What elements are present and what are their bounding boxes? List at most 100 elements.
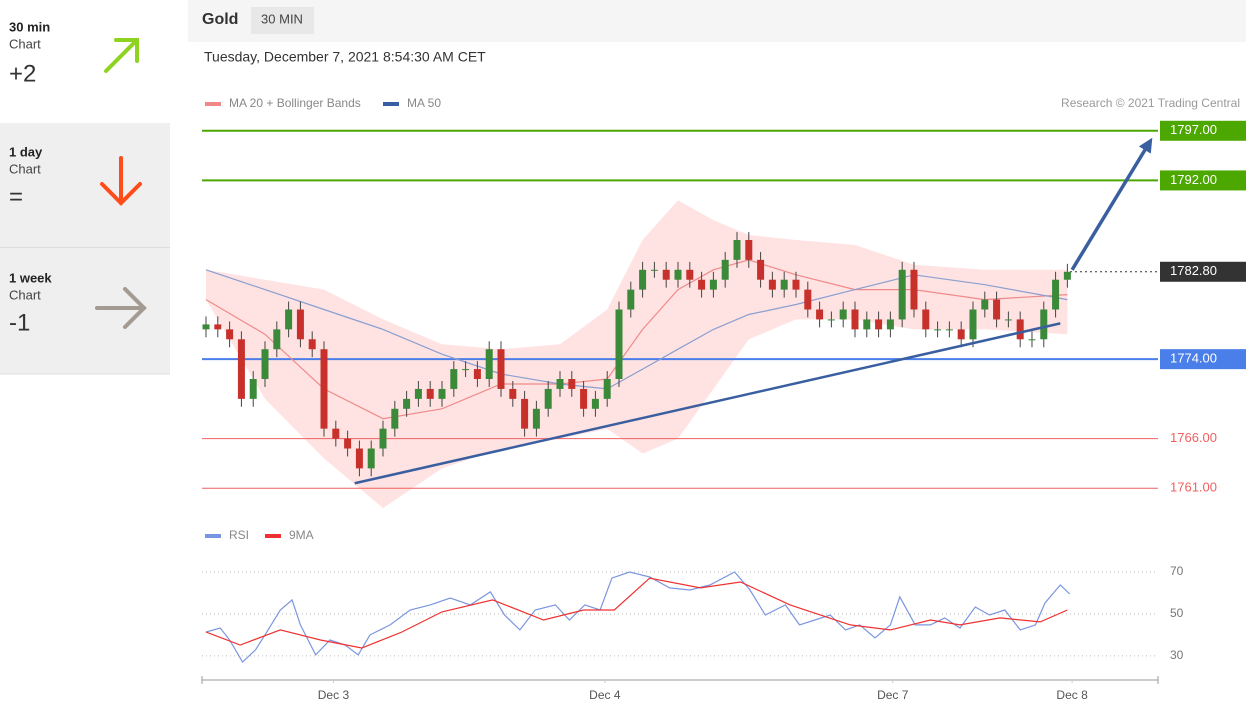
candle-body xyxy=(827,319,835,321)
level-label: 1766.00 xyxy=(1170,430,1217,445)
y-tick-label: 70 xyxy=(1170,564,1184,578)
candle-body xyxy=(509,388,517,399)
level-label: 1774.00 xyxy=(1170,351,1217,366)
period: 30 min xyxy=(9,19,50,34)
x-tick-label: Dec 8 xyxy=(1056,688,1088,702)
arrow-down-icon xyxy=(100,156,142,206)
interval: 30 MIN xyxy=(261,11,303,26)
legend-label: RSI xyxy=(229,528,249,542)
candle-body xyxy=(686,269,694,280)
candle-body xyxy=(355,448,363,469)
subtitle: Tuesday, December 7, 2021 8:54:30 AM CET xyxy=(204,49,486,65)
candle-body xyxy=(969,309,977,340)
interval-badge xyxy=(251,7,314,34)
candle-body xyxy=(426,388,434,399)
card-label: Chart xyxy=(9,36,41,51)
trendline xyxy=(354,322,1061,485)
level-label: 1761.00 xyxy=(1170,480,1217,495)
candle-body xyxy=(674,269,682,280)
level-box xyxy=(1160,120,1246,141)
candle-body xyxy=(285,309,293,330)
card-label: Chart xyxy=(9,287,41,302)
candle-body xyxy=(804,289,812,310)
candle-body xyxy=(580,388,588,409)
candle-body xyxy=(379,428,387,449)
candle-body xyxy=(591,398,599,409)
candle-body xyxy=(639,269,647,290)
level-label: 1797.00 xyxy=(1170,122,1217,137)
y-tick-label: 30 xyxy=(1170,648,1184,662)
candle-body xyxy=(202,324,210,330)
candle-body xyxy=(1063,271,1071,280)
candle-body xyxy=(768,279,776,290)
candle-body xyxy=(544,388,552,409)
candle-body xyxy=(839,309,847,320)
candle-body xyxy=(698,279,706,290)
level-box xyxy=(1160,261,1246,282)
candle-body xyxy=(214,324,222,330)
candle-body xyxy=(556,379,564,389)
candle-body xyxy=(1052,279,1060,310)
legend-swatch xyxy=(205,102,221,106)
candle-body xyxy=(403,398,411,409)
card[interactable] xyxy=(0,0,170,122)
period: 1 week xyxy=(9,270,52,285)
bollinger-band xyxy=(206,200,1068,509)
candle-body xyxy=(473,369,481,380)
candle-body xyxy=(957,329,965,340)
candle-body xyxy=(391,408,399,429)
candle-body xyxy=(875,319,883,330)
candle-body xyxy=(273,329,281,350)
candle-body xyxy=(993,299,1001,320)
candle-body xyxy=(438,388,446,399)
candle-body xyxy=(792,279,800,290)
candle-body xyxy=(615,309,623,380)
candle-body xyxy=(414,388,422,399)
candle-body xyxy=(780,279,788,290)
legend-label: MA 50 xyxy=(407,96,441,110)
candle-body xyxy=(1040,309,1048,340)
candle-body xyxy=(733,240,741,260)
candle-body xyxy=(898,269,906,320)
candle-body xyxy=(1016,319,1024,340)
candle-body xyxy=(709,279,717,290)
candle-body xyxy=(320,349,328,429)
candle-body xyxy=(603,379,611,399)
legend-swatch xyxy=(265,534,281,538)
arrow-head xyxy=(1138,137,1153,154)
candle-body xyxy=(910,269,918,310)
candle-body xyxy=(296,309,304,340)
period: 1 day xyxy=(9,144,43,159)
candle-body xyxy=(226,329,234,340)
moving-average xyxy=(205,269,1068,390)
score: -1 xyxy=(9,309,30,336)
candle-body xyxy=(922,309,930,330)
candle-body xyxy=(851,309,859,330)
score: = xyxy=(9,183,23,210)
card[interactable] xyxy=(0,123,170,247)
arrow-up-icon xyxy=(104,38,139,73)
candle-body xyxy=(249,379,257,399)
candle-body xyxy=(367,448,375,469)
candle-body xyxy=(485,349,493,380)
arrow-right-icon xyxy=(95,287,147,329)
indicator-line xyxy=(205,577,1068,649)
candle-body xyxy=(816,309,824,320)
forecast-arrow xyxy=(1070,143,1150,271)
x-tick-label: Dec 7 xyxy=(877,688,909,702)
y-tick-label: 50 xyxy=(1170,606,1184,620)
candle-body xyxy=(981,299,989,310)
score: +2 xyxy=(9,60,36,87)
candle-body xyxy=(344,438,352,449)
card-label: Chart xyxy=(9,161,41,176)
candle-body xyxy=(332,428,340,439)
candle-body xyxy=(745,240,753,260)
candle-body xyxy=(721,259,729,280)
level-label: 1782.80 xyxy=(1170,263,1217,278)
indicator-line xyxy=(205,571,1071,663)
x-tick-label: Dec 4 xyxy=(589,688,621,702)
candle-body xyxy=(462,369,470,371)
level-label: 1792.00 xyxy=(1170,172,1217,187)
candle-body xyxy=(1004,319,1012,321)
